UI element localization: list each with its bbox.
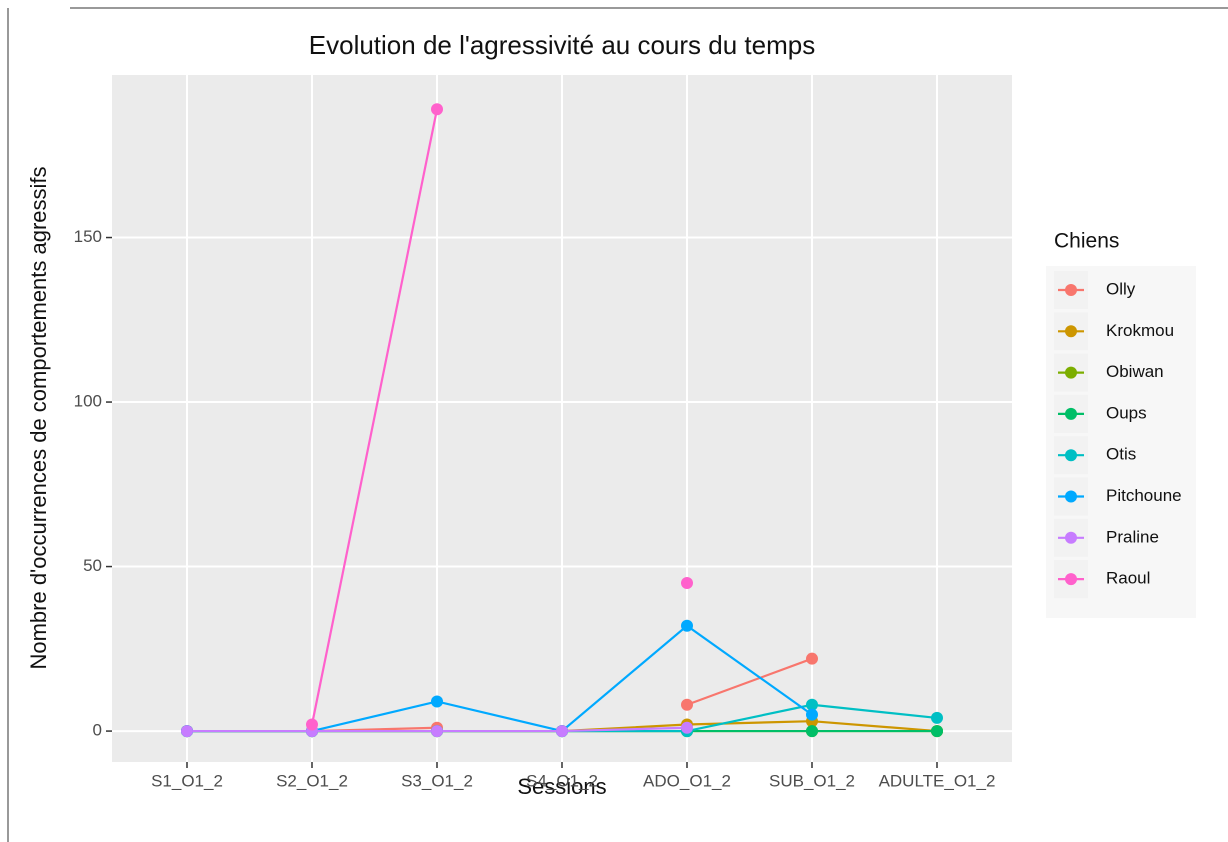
x-tick-label: S3_O1_2 [401,771,473,790]
x-axis-label: Sessions [517,774,606,799]
legend-label: Otis [1106,445,1136,464]
point [306,718,318,731]
point [806,698,818,711]
point [431,725,443,738]
point [681,577,693,590]
point [931,725,943,738]
x-tick-label: S1_O1_2 [151,771,223,790]
point [681,619,693,632]
y-tick-label: 150 [74,227,102,246]
legend-label: Pitchoune [1106,486,1182,505]
legend-label: Oups [1106,403,1147,422]
legend-label: Obiwan [1106,362,1164,381]
point [556,725,568,738]
legend-label: Krokmou [1106,321,1174,340]
legend-point [1065,284,1077,296]
legend-point [1065,573,1077,586]
series-line [310,108,439,725]
legend-title: Chiens [1054,230,1119,253]
x-tick-label: ADULTE_O1_2 [879,771,996,790]
chart-title: Evolution de l'agressivité au cours du t… [309,30,815,60]
x-tick-label: S4_O1_2 [526,771,598,790]
y-tick-label: 50 [83,556,102,575]
x-tick-label: SUB_O1_2 [769,771,855,790]
point [931,711,943,724]
legend-point [1065,531,1077,544]
point [431,103,443,116]
point [181,725,193,738]
legend-point [1065,490,1077,503]
y-tick-label: 0 [93,721,102,740]
point [681,721,693,734]
legend-point [1065,325,1077,338]
legend-label: Raoul [1106,569,1150,588]
point [681,698,693,711]
legend-point [1065,407,1077,420]
legend-point [1065,366,1077,379]
legend-point [1065,449,1077,462]
x-tick-label: S2_O1_2 [276,771,348,790]
point [431,695,443,708]
y-axis-label: Nombre d'occurrences de comportements ag… [26,166,51,669]
legend-label: Olly [1106,279,1136,298]
series-line [686,657,813,706]
point [806,652,818,665]
x-tick-label: ADO_O1_2 [643,771,731,790]
legend-label: Praline [1106,527,1159,546]
point [806,725,818,738]
point [806,708,818,721]
y-tick-label: 100 [74,392,102,411]
